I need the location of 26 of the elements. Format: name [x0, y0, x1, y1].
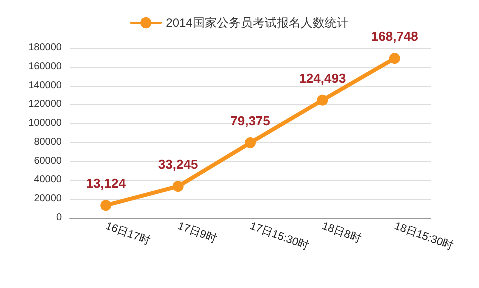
- x-tick-label: 18日8时: [320, 219, 364, 246]
- x-tick-label: 18日15:30时: [392, 219, 456, 253]
- x-tick-label: 17日9时: [176, 219, 219, 246]
- data-label: 33,245: [158, 157, 198, 172]
- y-tick-label: 100000: [28, 118, 62, 130]
- x-tick-label: 17日15:30时: [248, 219, 311, 253]
- point: [317, 94, 328, 106]
- data-label: 124,493: [299, 70, 346, 86]
- y-tick-label: 180000: [28, 42, 62, 54]
- y-tick-label: 140000: [28, 80, 62, 92]
- x-tick-label: 16日17时: [104, 219, 152, 248]
- data-label: 79,375: [230, 114, 270, 129]
- y-tick-label: 160000: [28, 61, 62, 72]
- data-label: 168,748: [371, 29, 418, 44]
- legend-label: 2014国家公务员考试报名人数统计: [166, 16, 349, 30]
- point: [245, 138, 256, 149]
- y-tick-label: 0: [56, 212, 62, 224]
- y-tick-label: 20000: [34, 194, 62, 205]
- point: [172, 181, 184, 192]
- point: [100, 200, 112, 212]
- data-label: 13,124: [86, 176, 127, 192]
- point: [389, 53, 400, 64]
- y-tick-label: 120000: [28, 99, 62, 110]
- y-tick-label: 40000: [34, 174, 62, 186]
- y-tick-label: 60000: [34, 156, 62, 167]
- y-tick-label: 80000: [34, 136, 62, 148]
